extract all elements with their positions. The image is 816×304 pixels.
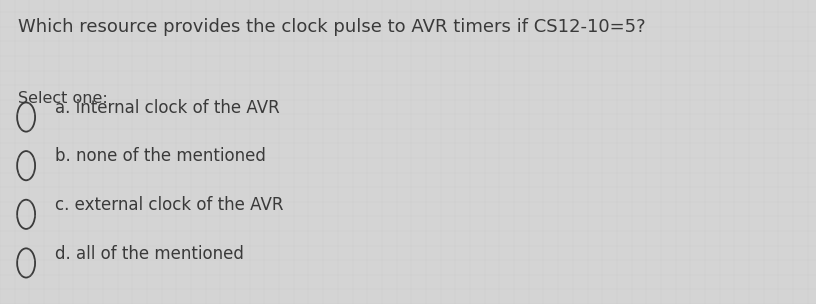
Text: c. external clock of the AVR: c. external clock of the AVR <box>55 196 284 214</box>
Text: Which resource provides the clock pulse to AVR timers if CS12-10=5?: Which resource provides the clock pulse … <box>18 18 645 36</box>
Text: b. none of the mentioned: b. none of the mentioned <box>55 147 266 165</box>
Text: d. all of the mentioned: d. all of the mentioned <box>55 245 244 263</box>
Text: a. internal clock of the AVR: a. internal clock of the AVR <box>55 99 280 117</box>
Text: Select one:: Select one: <box>18 91 108 106</box>
